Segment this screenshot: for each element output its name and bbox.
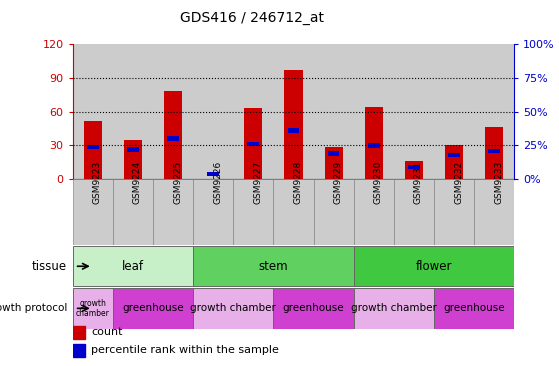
Text: growth
chamber: growth chamber <box>76 299 110 318</box>
Bar <box>273 179 314 245</box>
Bar <box>153 179 193 245</box>
Bar <box>405 161 423 179</box>
Bar <box>84 121 102 179</box>
Bar <box>248 142 259 146</box>
Bar <box>474 179 514 245</box>
Text: growth chamber: growth chamber <box>190 303 276 313</box>
Text: GSM9227: GSM9227 <box>253 161 262 204</box>
Bar <box>233 44 273 179</box>
Bar <box>127 147 139 152</box>
Bar <box>193 179 233 245</box>
Bar <box>285 70 302 179</box>
Bar <box>273 44 314 179</box>
Bar <box>73 344 85 357</box>
Text: GSM9228: GSM9228 <box>293 161 302 204</box>
Bar <box>325 147 343 179</box>
Bar <box>73 44 113 179</box>
Text: GDS416 / 246712_at: GDS416 / 246712_at <box>179 11 324 25</box>
Bar <box>434 44 474 179</box>
Bar <box>448 153 460 157</box>
Bar <box>394 179 434 245</box>
Text: growth protocol: growth protocol <box>0 303 67 313</box>
Text: GSM9231: GSM9231 <box>414 161 423 204</box>
Bar <box>354 246 514 287</box>
Bar <box>207 172 219 176</box>
Text: greenhouse: greenhouse <box>443 303 505 313</box>
Bar <box>193 288 273 329</box>
Bar <box>354 44 394 179</box>
Bar <box>314 179 354 245</box>
Text: stem: stem <box>259 260 288 273</box>
Text: GSM9229: GSM9229 <box>334 161 343 204</box>
Bar <box>394 44 434 179</box>
Bar <box>434 179 474 245</box>
Text: tissue: tissue <box>32 260 67 273</box>
Bar <box>87 145 98 149</box>
Text: greenhouse: greenhouse <box>122 303 184 313</box>
Bar <box>73 179 113 245</box>
Bar <box>113 44 153 179</box>
Bar <box>233 179 273 245</box>
Bar <box>124 140 142 179</box>
Text: GSM9223: GSM9223 <box>93 161 102 204</box>
Text: GSM9232: GSM9232 <box>454 161 463 204</box>
Bar <box>368 143 380 148</box>
Bar <box>73 246 193 287</box>
Bar <box>474 44 514 179</box>
Bar <box>354 288 434 329</box>
Bar <box>113 288 193 329</box>
Bar <box>167 137 179 141</box>
Text: count: count <box>91 327 123 337</box>
Bar <box>113 179 153 245</box>
Bar <box>73 326 85 339</box>
Bar <box>434 288 514 329</box>
Bar <box>164 92 182 179</box>
Bar <box>328 152 339 156</box>
Text: greenhouse: greenhouse <box>283 303 344 313</box>
Text: GSM9226: GSM9226 <box>213 161 222 204</box>
Bar <box>287 128 300 133</box>
Text: leaf: leaf <box>122 260 144 273</box>
Bar <box>193 246 354 287</box>
Bar <box>314 44 354 179</box>
Bar <box>485 127 503 179</box>
Bar <box>193 44 233 179</box>
Bar <box>445 146 463 179</box>
Text: GSM9225: GSM9225 <box>173 161 182 204</box>
Text: flower: flower <box>416 260 452 273</box>
Bar <box>244 108 262 179</box>
Text: GSM9224: GSM9224 <box>133 161 142 204</box>
Text: GSM9233: GSM9233 <box>494 161 503 204</box>
Bar <box>153 44 193 179</box>
Text: percentile rank within the sample: percentile rank within the sample <box>91 345 279 355</box>
Bar <box>354 179 394 245</box>
Bar <box>408 165 420 169</box>
Text: GSM9230: GSM9230 <box>374 161 383 204</box>
Bar <box>489 149 500 153</box>
Bar <box>273 288 354 329</box>
Bar <box>364 107 383 179</box>
Text: growth chamber: growth chamber <box>351 303 437 313</box>
Bar <box>73 288 113 329</box>
